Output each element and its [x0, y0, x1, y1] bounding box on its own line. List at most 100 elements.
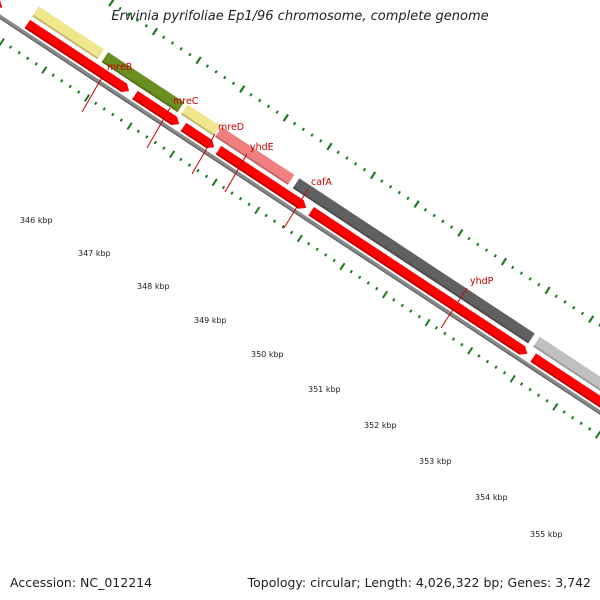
- outer-tick: [231, 81, 236, 86]
- outer-tick: [572, 305, 576, 310]
- topology-text: Topology: circular; Length: 4,026,322 bp…: [247, 575, 591, 590]
- scale-tick: [562, 410, 566, 414]
- scale-tick: [424, 318, 431, 327]
- gene-label-mreD: mreD: [191, 122, 244, 175]
- scale-tick: [400, 303, 404, 308]
- outer-tick: [432, 213, 436, 218]
- scale-tick: [145, 135, 149, 139]
- outer-tick: [467, 236, 471, 241]
- scale-tick: [434, 326, 439, 330]
- outer-tick: [249, 93, 253, 97]
- scale-label-353: 353 kbp: [419, 457, 452, 466]
- scale-tick: [119, 118, 123, 122]
- outer-tick: [413, 200, 420, 209]
- scale-tick: [485, 359, 490, 364]
- gene-box-yhdP: [292, 178, 535, 344]
- outer-tick: [266, 104, 271, 109]
- gene-box-mreD: [180, 104, 221, 136]
- scale-tick: [0, 38, 5, 46]
- scale-labels: 346 kbp 347 kbp 348 kbp 349 kbp 350 kbp 351 k…: [20, 216, 563, 539]
- outer-tick: [554, 294, 558, 298]
- outer-tick: [500, 257, 508, 266]
- scale-tick: [339, 262, 346, 271]
- outer-tick: [336, 150, 340, 155]
- cds-features: [0, 0, 600, 408]
- scale-tick: [552, 403, 559, 411]
- gene-box-next: [533, 336, 600, 391]
- scale-tick: [289, 230, 294, 235]
- scale-tick: [25, 56, 30, 61]
- gene-name: cafA: [311, 177, 332, 188]
- outer-tick: [170, 41, 175, 45]
- outer-tick: [476, 242, 480, 247]
- outer-tick: [441, 219, 445, 224]
- outer-tick: [544, 286, 551, 295]
- scale-tick: [196, 168, 200, 173]
- scale-tick: [41, 66, 48, 74]
- leader-line: [81, 73, 105, 113]
- outer-tick: [511, 265, 515, 270]
- outer-tick: [406, 196, 410, 201]
- outer-tick: [223, 75, 227, 80]
- scale-label-351: 351 kbp: [308, 385, 341, 394]
- scale-tick: [494, 365, 498, 369]
- gene-box-cafA: [215, 127, 295, 185]
- outer-tick: [118, 6, 122, 11]
- scale-tick: [477, 354, 481, 358]
- scale-tick: [8, 45, 13, 49]
- scale-tick: [238, 196, 243, 201]
- outer-tick: [380, 179, 384, 183]
- scale-label-355: 355 kbp: [530, 530, 563, 539]
- outer-tick: [449, 225, 454, 229]
- backbone-shadow: [0, 17, 600, 415]
- scale-label-350: 350 kbp: [251, 350, 284, 359]
- outer-tick: [353, 162, 358, 166]
- scale-tick: [281, 224, 285, 229]
- gene-name: yhdP: [470, 276, 494, 287]
- scale-tick: [179, 157, 183, 162]
- outer-tick: [345, 156, 349, 160]
- gene-label-mreB: mreB: [81, 62, 132, 113]
- scale-tick: [528, 387, 532, 392]
- outer-tick: [319, 139, 323, 143]
- outer-tick: [135, 18, 140, 22]
- cds-arrow-1: [0, 0, 3, 8]
- gene-name: mreD: [218, 122, 244, 133]
- gene-label-mreC: mreC: [146, 96, 199, 149]
- outer-tick: [195, 56, 202, 65]
- scale-tick: [570, 415, 575, 420]
- scale-tick: [324, 253, 328, 257]
- accession-text: Accession: NC_012214: [10, 575, 153, 590]
- scale-tick: [332, 258, 336, 263]
- scale-tick: [315, 247, 319, 252]
- scale-tick: [77, 90, 81, 94]
- cds-arrow-6: [308, 206, 528, 355]
- scale-tick: [102, 107, 106, 111]
- scale-tick: [83, 94, 91, 102]
- outer-tick: [275, 110, 279, 114]
- outer-tick: [388, 185, 393, 189]
- outer-tick: [144, 23, 148, 28]
- gene-box-mreC: [101, 52, 185, 113]
- scale-label-347: 347 kbp: [78, 249, 111, 258]
- cds-arrow-5: [215, 145, 307, 209]
- scale-tick: [467, 346, 474, 355]
- scale-tick: [254, 206, 261, 215]
- gene-name: mreC: [173, 96, 199, 107]
- outer-tick: [484, 248, 489, 252]
- scale-tick: [187, 163, 192, 167]
- scale-tick: [502, 370, 507, 375]
- gene-name: yhdE: [250, 142, 274, 153]
- outer-tick: [563, 300, 567, 304]
- gene-features: [3, 0, 600, 391]
- scale-tick: [230, 191, 234, 195]
- cds-arrow-7: [530, 353, 600, 408]
- scale-tick: [536, 393, 541, 398]
- scale-tick: [451, 337, 456, 341]
- scale-tick: [417, 314, 422, 319]
- outer-tick: [362, 167, 367, 172]
- outer-tick: [457, 228, 464, 237]
- leader-line: [283, 188, 309, 229]
- outer-tick-ring: [108, 0, 600, 327]
- gene-label-yhdE: yhdE: [224, 142, 274, 193]
